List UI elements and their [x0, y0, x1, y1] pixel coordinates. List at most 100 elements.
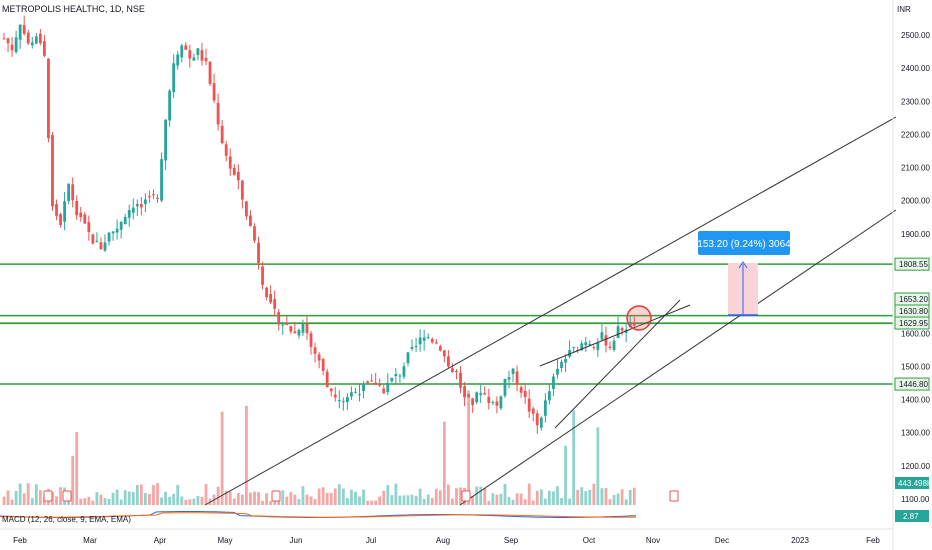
- candle-body: [426, 337, 430, 339]
- volume-bar: [91, 500, 95, 505]
- volume-bar: [228, 491, 232, 505]
- volume-bar: [350, 489, 353, 505]
- candle-body: [354, 391, 357, 393]
- candle-body: [95, 240, 99, 242]
- candle-body: [79, 212, 83, 218]
- candle-body: [632, 323, 636, 326]
- price-tick-label: 2200.00: [901, 130, 930, 139]
- volume-bar: [313, 499, 317, 505]
- volume-bar: [475, 486, 479, 505]
- candle-body: [414, 345, 418, 347]
- candle-body: [548, 391, 551, 401]
- trend-line-lower[interactable]: [459, 209, 897, 506]
- earnings-marker[interactable]: [271, 490, 281, 502]
- volume-bar: [325, 492, 329, 505]
- volume-bar: [30, 498, 34, 505]
- volume-bar: [79, 498, 83, 505]
- candle-body: [341, 401, 345, 403]
- volume-bar: [499, 493, 503, 505]
- earnings-marker[interactable]: [43, 490, 53, 502]
- volume-bar: [366, 500, 369, 505]
- candle-body: [2, 38, 6, 40]
- volume-bar: [144, 493, 147, 505]
- volume-bar: [491, 493, 495, 505]
- volume-bar: [588, 489, 592, 505]
- volume-bar: [2, 496, 6, 505]
- candle-body: [382, 388, 386, 394]
- price-tick-label: 1400.00: [901, 396, 930, 405]
- candle-body: [620, 327, 624, 331]
- candle-body: [297, 329, 301, 336]
- trend-line-steep[interactable]: [204, 116, 897, 506]
- candle-body: [63, 201, 66, 222]
- highlight-circle[interactable]: [626, 305, 652, 331]
- volume-bar: [164, 491, 167, 505]
- volume-bar: [188, 499, 192, 505]
- candle-body: [321, 358, 325, 371]
- candle-body: [192, 57, 196, 61]
- drawings[interactable]: [204, 116, 897, 506]
- candle-body: [438, 346, 442, 351]
- volume-bar: [576, 489, 580, 505]
- earnings-marker[interactable]: [62, 490, 72, 502]
- earnings-marker[interactable]: [461, 490, 471, 502]
- volume-bar: [220, 411, 224, 505]
- volume-bar: [204, 483, 208, 505]
- measure-label-bg: [698, 231, 790, 255]
- volume-bar: [616, 493, 620, 505]
- volume-bar: [123, 490, 127, 505]
- candle-body: [410, 347, 414, 349]
- volume-bar: [354, 491, 357, 505]
- candle-body: [447, 356, 450, 367]
- candle-body: [467, 394, 470, 397]
- candle-body: [123, 216, 127, 225]
- candle-body: [22, 25, 26, 34]
- candle-body: [612, 340, 616, 350]
- trend-line-support[interactable]: [554, 299, 681, 429]
- volume-bar: [176, 484, 180, 505]
- candle-body: [103, 242, 107, 251]
- candle-body: [135, 204, 139, 207]
- candle-body: [127, 210, 131, 218]
- candle-body: [216, 102, 220, 125]
- candle-body: [531, 408, 535, 414]
- volume-bar: [624, 499, 628, 505]
- volume-bar: [503, 483, 507, 505]
- candle-body: [160, 159, 163, 201]
- trend-line-resistance[interactable]: [539, 304, 691, 367]
- price-axis[interactable]: 2500.00 2400.00 2300.00 2200.00 2100.00 2000.…: [892, 0, 932, 550]
- volume-bar: [269, 500, 273, 505]
- time-axis[interactable]: Feb Mar Apr May Jun Jul Aug Sep Oct Nov Dec 2023 Feb: [0, 490, 893, 545]
- candle-body: [144, 199, 147, 204]
- measure-arrow-head: [738, 261, 748, 269]
- time-tick-label: Jul: [366, 536, 376, 545]
- volume-bar: [556, 486, 559, 505]
- volume-bar: [620, 489, 624, 505]
- price-tick-label: 1600.00: [901, 329, 930, 338]
- candle-body: [172, 63, 176, 93]
- volume-bar: [95, 492, 99, 505]
- volume-bar: [309, 496, 313, 505]
- candle-body: [71, 184, 75, 201]
- price-level-tag-label: 1629.95: [899, 319, 928, 328]
- volume-bar: [438, 490, 442, 505]
- candle-body: [406, 352, 410, 364]
- candle-body: [285, 323, 289, 325]
- volume-bar: [281, 490, 285, 505]
- macd-signal-line: [0, 512, 636, 518]
- volume-bar: [451, 498, 454, 505]
- volume-bar: [192, 498, 196, 505]
- time-tick-label: Oct: [583, 536, 596, 545]
- candle-body: [535, 413, 539, 426]
- volume-bar: [115, 489, 119, 505]
- volume-bar: [172, 493, 176, 505]
- volume-bar: [604, 487, 608, 505]
- volume-bar: [515, 493, 519, 505]
- candle-body: [228, 156, 232, 169]
- candle-body: [34, 36, 38, 44]
- measure-label[interactable]: 153.20 (9.24%) 3064: [697, 231, 791, 255]
- volume-bar: [59, 487, 62, 505]
- earnings-marker[interactable]: [669, 490, 679, 502]
- volume-bar: [249, 492, 252, 505]
